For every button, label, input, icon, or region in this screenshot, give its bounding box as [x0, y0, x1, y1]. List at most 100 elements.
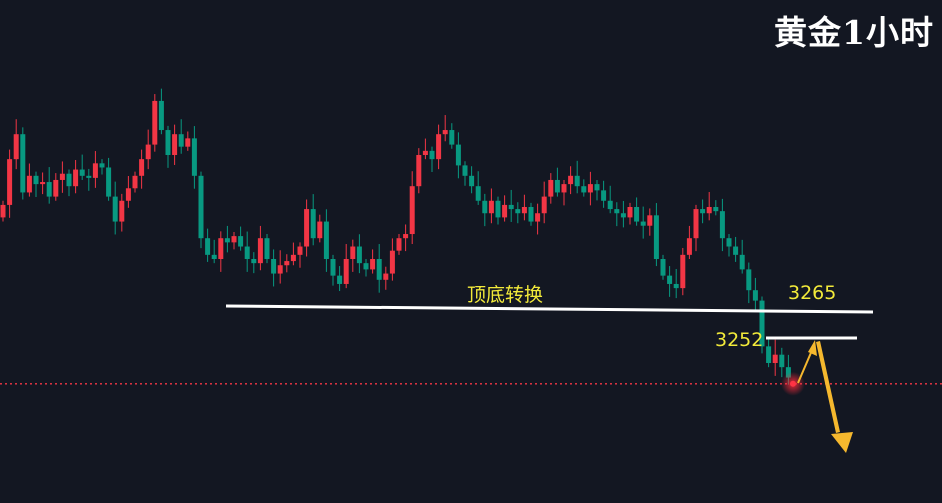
candle-body	[521, 207, 527, 214]
candle-body	[686, 238, 692, 255]
candle-body	[535, 213, 541, 222]
candle-body	[66, 173, 72, 187]
candle-body	[152, 100, 158, 145]
decline-arrow-shaft	[816, 341, 840, 433]
candle-body	[759, 300, 765, 347]
candle-body	[607, 200, 613, 210]
candle-body	[383, 273, 389, 280]
candle-body	[290, 254, 296, 262]
candle-body	[752, 290, 758, 301]
candle-body	[442, 130, 448, 135]
candle-body	[257, 238, 263, 264]
candle-body	[634, 207, 640, 222]
flip-zone-line	[225, 304, 874, 314]
candle-body	[739, 254, 745, 270]
candle-body	[205, 238, 211, 255]
candle-body	[172, 134, 178, 155]
candle-body	[726, 238, 732, 247]
candle-body	[277, 265, 283, 274]
candle-body	[515, 209, 521, 214]
candle-body	[211, 254, 217, 259]
current-price-dot	[790, 380, 796, 387]
candle-body	[700, 209, 706, 214]
candle-body	[508, 204, 514, 210]
candle-body	[455, 144, 461, 166]
candle-body	[772, 354, 778, 363]
level-3252-label: 3252	[715, 329, 764, 351]
candle-body	[363, 263, 369, 270]
candle-body	[178, 134, 184, 147]
candle-body	[713, 207, 719, 212]
candle-body	[482, 200, 488, 214]
candle-body	[673, 283, 679, 289]
candle-body	[198, 175, 204, 239]
candle-body	[779, 354, 785, 368]
candle-body	[653, 215, 659, 259]
candle-body	[297, 246, 303, 255]
candle-body	[304, 209, 310, 247]
candle-body	[719, 211, 725, 239]
candle-body	[733, 246, 739, 255]
candle-body	[323, 221, 329, 259]
candle-body	[667, 275, 673, 284]
candle-body	[145, 144, 151, 160]
rebound-arrow-head	[808, 340, 817, 356]
candle-body	[53, 179, 59, 197]
candle-body	[92, 163, 98, 178]
candle-body	[469, 175, 475, 187]
candle-body	[33, 175, 39, 185]
candle-body	[59, 173, 65, 180]
candle-body	[165, 130, 171, 155]
candle-body	[139, 159, 145, 176]
candle-body	[73, 169, 79, 187]
candle-body	[693, 209, 699, 239]
candle-body	[0, 204, 6, 218]
candle-body	[627, 207, 633, 218]
candle-body	[26, 175, 32, 193]
candle-body	[475, 186, 481, 201]
candle-body	[601, 190, 607, 201]
candle-body	[462, 165, 468, 176]
candle-body	[495, 200, 501, 218]
candle-body	[548, 179, 554, 197]
candle-body	[350, 246, 356, 259]
candle-body	[614, 209, 620, 214]
candle-body	[330, 259, 336, 276]
candle-body	[125, 188, 131, 201]
candle-body	[99, 163, 105, 168]
candle-body	[356, 246, 362, 264]
candle-body	[561, 184, 567, 193]
candle-body	[429, 150, 435, 160]
candle-body	[785, 367, 791, 378]
rebound-arrow-shaft	[797, 347, 814, 384]
candle-body	[191, 138, 197, 176]
candle-body	[244, 246, 250, 259]
candle-body	[436, 134, 442, 160]
candle-body	[185, 138, 191, 147]
candle-body	[396, 238, 402, 251]
candle-body	[528, 207, 534, 222]
candle-body	[581, 186, 587, 193]
candle-body	[112, 196, 118, 222]
candle-body	[271, 259, 277, 274]
candle-body	[680, 254, 686, 289]
candle-body	[310, 209, 316, 239]
candle-body	[403, 234, 409, 239]
level-3265-label: 3265	[788, 282, 837, 304]
candle-body	[746, 269, 752, 291]
candle-body	[587, 184, 593, 193]
candle-body	[40, 182, 46, 185]
candle-body	[119, 200, 125, 222]
candle-body	[7, 159, 13, 205]
candle-body	[86, 175, 92, 178]
candle-body	[20, 134, 26, 193]
candle-body	[640, 221, 646, 226]
candle-body	[218, 238, 224, 259]
candle-body	[574, 175, 580, 187]
candle-body	[706, 207, 712, 214]
candle-body	[620, 213, 626, 218]
candle-body	[46, 182, 52, 197]
candle-body	[264, 238, 270, 259]
